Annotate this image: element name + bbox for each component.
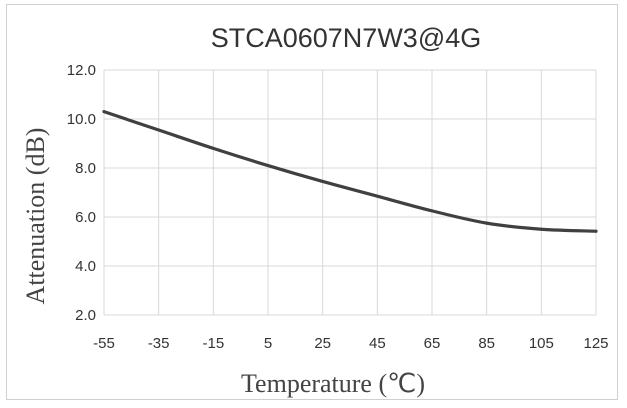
data-point	[375, 194, 379, 198]
y-axis-label: Attenuation (dB)	[21, 128, 50, 305]
chart-title: STCA0607N7W3@4G	[211, 23, 482, 53]
x-axis-ticks: -55 -35 -15 5 25 45 65 85 105 125	[93, 335, 608, 352]
x-tick-label: 105	[529, 335, 554, 352]
y-tick-label: 6.0	[75, 209, 96, 226]
data-point	[102, 110, 106, 114]
x-tick-label: 85	[478, 335, 495, 352]
data-point	[485, 221, 489, 225]
x-tick-label: -55	[93, 335, 115, 352]
grid	[103, 69, 597, 316]
x-tick-label: 5	[264, 335, 272, 352]
data-point	[321, 179, 325, 183]
y-axis-ticks: 2.0 4.0 6.0 8.0 10.0 12.0	[67, 62, 96, 324]
data-point	[539, 227, 543, 231]
x-axis-label: Temperature (℃)	[241, 369, 425, 398]
data-point	[157, 128, 161, 132]
y-tick-label: 12.0	[67, 62, 96, 79]
y-tick-label: 10.0	[67, 111, 96, 128]
data-point	[266, 164, 270, 168]
data-point	[430, 209, 434, 213]
x-tick-label: 125	[583, 335, 608, 352]
y-tick-label: 8.0	[75, 160, 96, 177]
x-tick-label: 65	[424, 335, 441, 352]
x-tick-label: -35	[148, 335, 170, 352]
data-point	[211, 146, 215, 150]
series-layer	[102, 110, 598, 233]
data-point	[594, 229, 598, 233]
attenuation-series-line	[102, 110, 598, 233]
x-tick-label: 25	[314, 335, 331, 352]
x-tick-label: 45	[369, 335, 386, 352]
x-tick-label: -15	[202, 335, 224, 352]
y-tick-label: 2.0	[75, 307, 96, 324]
y-tick-label: 4.0	[75, 258, 96, 275]
